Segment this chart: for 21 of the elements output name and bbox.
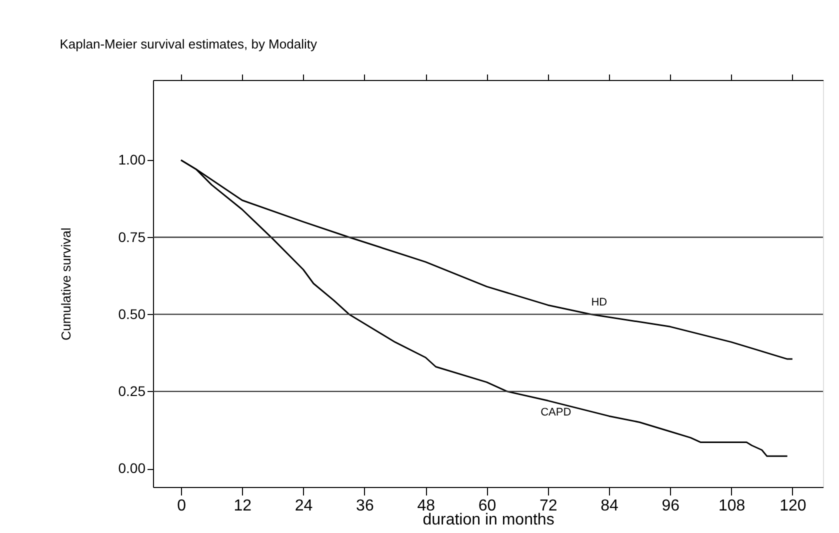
x-tick-label: 24: [294, 498, 313, 514]
x-tick-label: 96: [662, 498, 680, 514]
series-label: CAPD: [540, 406, 572, 419]
x-tick-label: 84: [600, 498, 619, 514]
x-tick-label: 12: [234, 498, 252, 514]
x-axis-title: duration in months: [422, 512, 554, 528]
x-tick-label: 108: [718, 498, 746, 514]
x-tick-label: 48: [417, 498, 436, 514]
x-tick-label: 60: [478, 498, 496, 514]
y-tick-label: 0.50: [118, 306, 146, 322]
y-tick-label: 0.00: [118, 460, 146, 476]
y-axis-title: Cumulative survival: [58, 228, 74, 340]
x-tick-label: 72: [539, 498, 558, 514]
y-tick-label: 0.25: [118, 382, 146, 399]
x-tick-label: 0: [177, 498, 186, 514]
series-label: HD: [591, 296, 608, 308]
y-tick-label: 1.00: [118, 152, 146, 168]
chart-title: Kaplan-Meier survival estimates, by Modality: [60, 36, 318, 52]
x-tick-label: 120: [780, 498, 806, 514]
y-tick-label: 0.75: [118, 228, 146, 245]
x-tick-label: 36: [356, 498, 374, 514]
